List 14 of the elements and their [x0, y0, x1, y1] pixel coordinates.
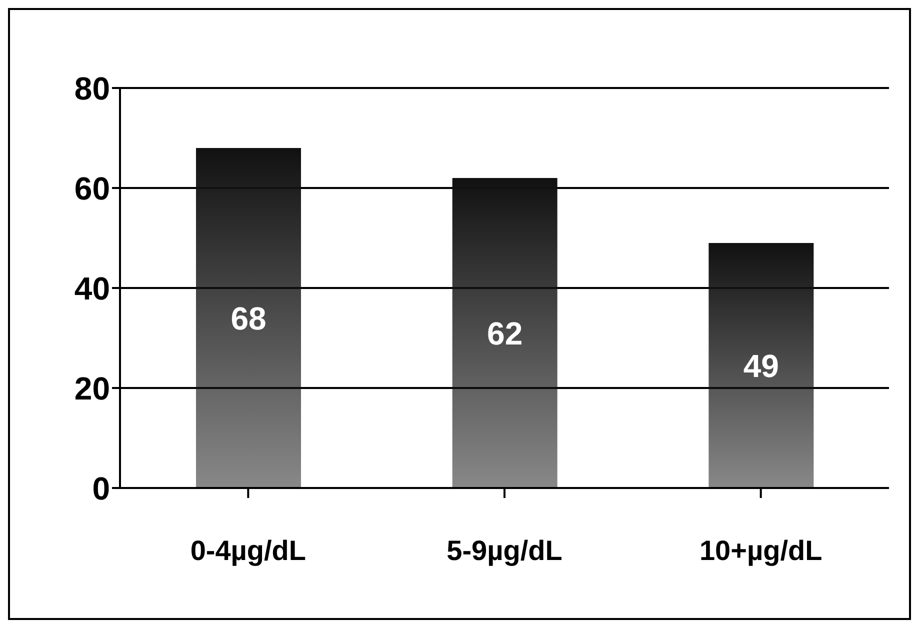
y-tick-label: 0 — [92, 470, 110, 506]
y-tick-label: 60 — [74, 170, 110, 206]
x-tick-label: 0-4µg/dL — [190, 534, 306, 566]
y-tick-label: 40 — [74, 270, 110, 306]
data-label: 62 — [487, 315, 523, 352]
data-label: 49 — [743, 348, 779, 384]
x-tick-label: 5-9µg/dL — [446, 534, 562, 566]
x-tick-label: 10+µg/dL — [699, 534, 822, 566]
y-tick-label: 20 — [74, 370, 110, 406]
y-tick-label: 80 — [74, 70, 110, 106]
bar — [196, 148, 301, 488]
data-label: 68 — [230, 300, 266, 336]
bar — [708, 243, 814, 488]
bar — [452, 178, 558, 488]
